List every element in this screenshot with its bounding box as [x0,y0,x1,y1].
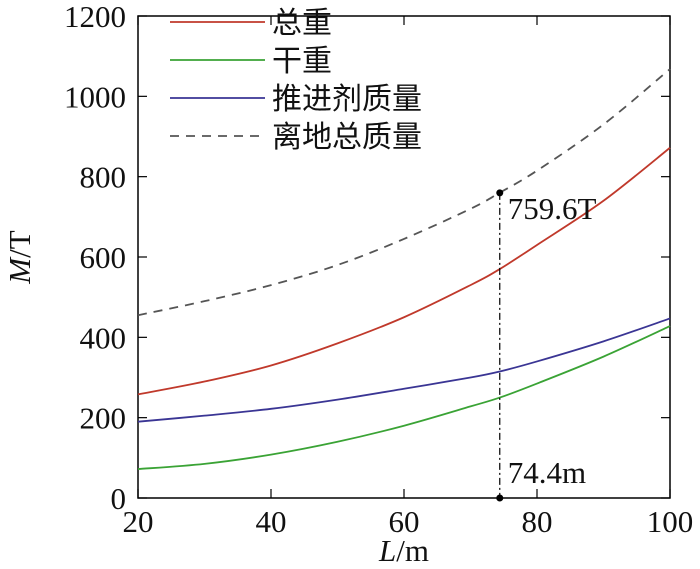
annotation-point [496,189,504,197]
ticks [137,15,671,499]
y-axis-title: M/T [2,230,37,284]
y-tick-label: 1000 [64,79,126,114]
y-axis-title-var: M [2,256,37,285]
x-axis-title: L/m [378,533,429,568]
annotation-x-label: 74.4m [508,455,586,490]
series-lines [137,68,671,470]
y-tick-label: 800 [80,160,127,195]
legend-label-1: 总重 [272,6,332,41]
x-tick-label: 60 [389,504,420,539]
annotation-x-point [496,494,504,502]
annotation: 759.6T 74.4m [496,189,597,502]
x-axis-title-unit: /m [396,533,429,568]
legend-label-2: 干重 [272,44,332,79]
legend-label-3: 推进剂质量 [272,82,422,117]
series-line-1 [137,147,671,396]
x-tick-label: 40 [256,504,287,539]
y-axis-title-unit: /T [2,230,37,258]
series-line-3 [137,317,671,423]
x-axis-title-var: L [378,533,396,568]
annotation-value-label: 759.6T [508,191,597,226]
legend-label-4: 离地总质量 [272,120,422,155]
x-tick-label: 80 [522,504,553,539]
x-tick-label: 100 [647,504,694,539]
y-tick-label: 400 [80,320,127,355]
y-tick-label: 0 [111,481,127,516]
y-tick-label: 200 [80,401,127,436]
x-tick-label: 20 [123,504,154,539]
series-line-4 [137,68,671,317]
y-tick-label: 600 [80,240,127,275]
y-tick-label: 1200 [64,0,126,34]
series-line-2 [137,325,671,470]
